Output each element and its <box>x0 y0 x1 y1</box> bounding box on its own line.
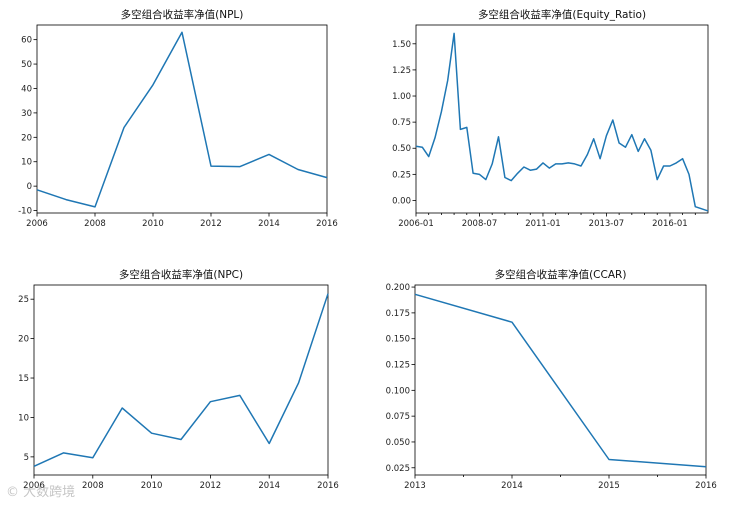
y-tick-label: -10 <box>18 207 32 217</box>
y-tick-label: 0.125 <box>386 361 410 371</box>
x-tick-label: 2008 <box>82 481 104 491</box>
x-tick-label: 2012 <box>200 481 222 491</box>
y-tick-label: 0.025 <box>386 464 410 474</box>
series-line <box>415 32 709 212</box>
x-tick-label: 2006 <box>23 481 45 491</box>
y-tick-label: 40 <box>21 84 32 94</box>
y-tick-label: 20 <box>21 133 32 143</box>
y-tick-label: 0.75 <box>392 118 411 128</box>
x-tick-label: 2012 <box>200 219 222 229</box>
x-tick-label: 2013 <box>404 481 426 491</box>
y-tick-label: 10 <box>21 158 32 168</box>
plot-frame <box>33 284 329 476</box>
chart-title: 多空组合收益率净值(NPC) <box>119 268 243 281</box>
chart-2: 多空组合收益率净值(Equity_Ratio) 2006-01 2008-07 201… <box>392 8 709 229</box>
y-tick-label: 0.050 <box>386 438 410 448</box>
y-tick-label: 0.50 <box>392 144 411 154</box>
chart-title: 多空组合收益率净值(NPL) <box>121 8 244 21</box>
x-tick-label: 2006 <box>26 219 48 229</box>
y-tick-label: 50 <box>21 60 32 70</box>
chart-title: 多空组合收益率净值(Equity_Ratio) <box>478 8 646 21</box>
chart-3: 多空组合收益率净值(NPC)2006 2008 2010 2012 2014 201651… <box>18 268 339 491</box>
watermark-text: © 大数跨境 <box>6 485 76 500</box>
x-tick-label: 2006-01 <box>398 219 434 229</box>
y-tick-label: 1.00 <box>392 92 411 102</box>
y-tick-label: 10 <box>18 413 29 423</box>
x-tick-label: 2016-01 <box>652 219 688 229</box>
chart-1: 多空组合收益率净值(NPL)2006 2008 2010 2012 2014 2016-1… <box>18 8 338 229</box>
x-tick-label: 2015 <box>598 481 620 491</box>
x-tick-label: 2008-07 <box>462 219 498 229</box>
x-tick-label: 2016 <box>317 481 339 491</box>
x-tick-label: 2014 <box>258 481 280 491</box>
y-tick-label: 0.200 <box>386 283 410 293</box>
series-line <box>36 31 328 208</box>
y-tick-label: 0.075 <box>386 412 410 422</box>
x-tick-label: 2014 <box>501 481 523 491</box>
chart-title: 多空组合收益率净值(CCAR) <box>495 268 627 281</box>
x-tick-label: 2010 <box>142 219 164 229</box>
y-tick-label: 0 <box>27 182 32 192</box>
y-tick-label: 0.00 <box>392 196 411 206</box>
x-tick-label: 2010 <box>141 481 163 491</box>
plot-frame <box>415 24 709 214</box>
y-tick-label: 25 <box>18 295 29 305</box>
y-tick-label: 5 <box>24 453 29 463</box>
x-tick-label: 2011-01 <box>525 219 561 229</box>
series-line <box>414 293 707 468</box>
x-tick-label: 2016 <box>316 219 338 229</box>
y-tick-label: 15 <box>18 374 29 384</box>
x-tick-label: 2014 <box>258 219 280 229</box>
x-tick-label: 2008 <box>84 219 106 229</box>
y-tick-label: 1.50 <box>392 40 411 50</box>
plot-frame <box>36 24 328 214</box>
y-tick-label: 0.150 <box>386 335 410 345</box>
y-tick-label: 0.175 <box>386 309 410 319</box>
y-tick-label: 60 <box>21 36 32 46</box>
x-tick-label: 2016 <box>695 481 717 491</box>
y-tick-label: 20 <box>18 335 29 345</box>
plot-frame <box>414 284 707 476</box>
y-tick-label: 1.25 <box>392 66 411 76</box>
y-tick-label: 0.25 <box>392 170 411 180</box>
series-line <box>33 293 329 467</box>
y-tick-label: 0.100 <box>386 386 410 396</box>
y-tick-label: 30 <box>21 109 32 119</box>
chart-4: 多空组合收益率净值(CCAR) 2013 2014 2015 2016 0.025 0.05… <box>386 268 717 491</box>
x-tick-label: 2013-07 <box>589 219 625 229</box>
